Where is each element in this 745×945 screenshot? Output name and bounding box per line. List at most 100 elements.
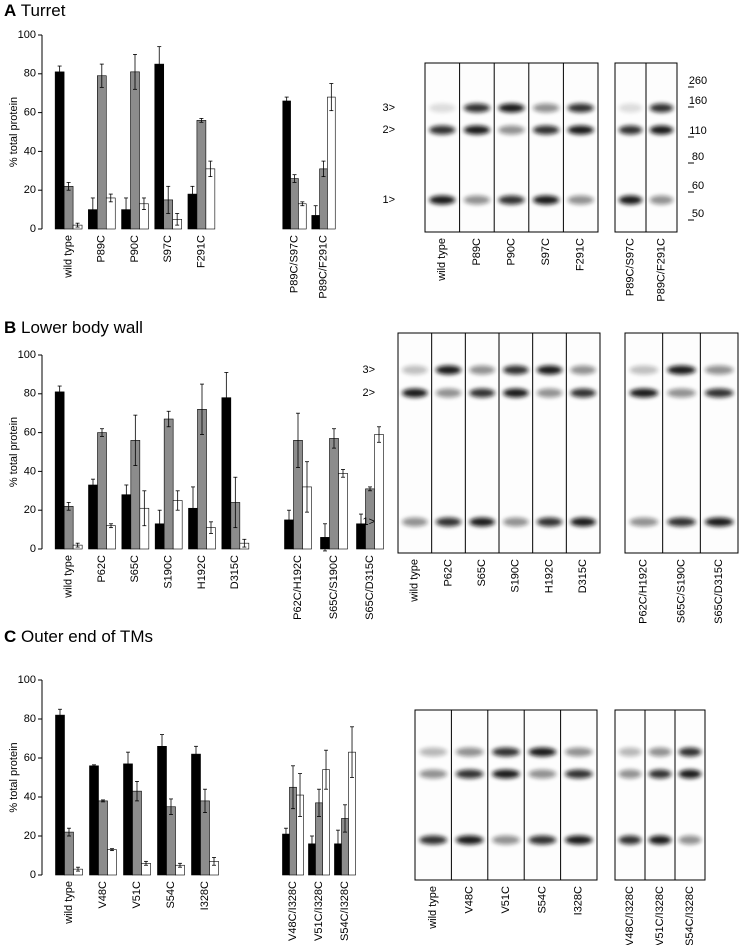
panel-title: C Outer end of TMs: [4, 627, 153, 646]
bar: [163, 418, 174, 550]
error-bar: [292, 174, 297, 183]
error-bar: [209, 521, 213, 534]
lane-label: V51C/I328C: [654, 886, 666, 945]
lane-label: S65C: [476, 559, 488, 587]
bar: [107, 849, 117, 876]
blot-band: [704, 517, 734, 527]
blot-band: [629, 388, 659, 398]
blot-band: [528, 747, 557, 757]
blot-band: [678, 769, 702, 779]
lane-label: V51C: [500, 886, 512, 914]
error-bar: [335, 829, 340, 858]
blot-box: [614, 709, 706, 881]
bar: [64, 831, 74, 876]
bar: [298, 203, 307, 230]
x-tick-label: wild type: [63, 235, 75, 279]
bar: [123, 763, 133, 876]
error-bar: [291, 765, 295, 810]
error-bar: [300, 201, 305, 207]
bar: [63, 506, 74, 550]
error-bar: [199, 118, 204, 123]
bar: [374, 434, 384, 550]
blot-band: [648, 835, 672, 845]
error-bar: [66, 182, 71, 191]
lane-label: D315C: [577, 559, 589, 593]
y-tick-label: 80: [24, 388, 36, 400]
blot-band: [618, 835, 642, 845]
y-tick-label: 0: [30, 543, 36, 555]
panel-title: B Lower body wall: [4, 318, 143, 337]
blot-band: [463, 103, 491, 113]
blot-band: [618, 125, 643, 135]
error-bar: [233, 476, 238, 529]
blot-band: [435, 365, 462, 375]
bar: [63, 186, 74, 230]
blot-band: [618, 195, 643, 205]
blot-band: [567, 125, 594, 135]
blot-band: [678, 747, 702, 757]
y-tick-label: 80: [24, 68, 36, 80]
marker-label: 60: [692, 180, 704, 192]
blot-band: [429, 125, 456, 135]
bar: [97, 75, 107, 230]
y-tick-label: 40: [24, 791, 36, 803]
bar: [54, 71, 65, 230]
error-bar: [175, 490, 180, 511]
error-bar: [100, 428, 104, 437]
blot-band: [455, 835, 484, 845]
blot-band: [503, 517, 529, 527]
blot-band: [564, 769, 593, 779]
error-bar: [309, 835, 314, 852]
error-bar: [305, 461, 309, 513]
error-bar: [124, 484, 129, 505]
blot-band: [564, 835, 593, 845]
x-tick-label: S65C/D315C: [364, 555, 376, 620]
blot-band: [463, 195, 491, 205]
error-bar: [359, 513, 363, 534]
lane-label: S190C: [510, 559, 522, 593]
blot-band: [419, 769, 448, 779]
x-tick-label: P89C: [96, 235, 108, 263]
blot-band: [667, 388, 696, 398]
x-tick-label: S65C: [129, 555, 141, 583]
error-bar: [350, 726, 355, 778]
error-bar: [157, 509, 162, 538]
y-tick-label: 0: [30, 869, 36, 881]
blot-box: [424, 62, 599, 233]
error-bar: [157, 46, 162, 82]
error-bar: [287, 509, 291, 530]
error-bar: [126, 751, 130, 776]
blot-band: [570, 517, 596, 527]
x-tick-label: wild type: [63, 555, 75, 599]
band-label: 3>: [362, 364, 375, 376]
blot-band: [498, 195, 525, 205]
error-bar: [284, 96, 289, 106]
x-tick-label: V51C/I328C: [313, 881, 325, 941]
blot-band: [629, 365, 659, 375]
band-label: 2>: [362, 387, 375, 399]
x-tick-label: S65C/S190C: [328, 555, 340, 619]
bar: [329, 438, 339, 550]
error-bar: [194, 745, 198, 763]
blot-band: [503, 365, 529, 375]
y-tick-label: 80: [24, 713, 36, 725]
lane-label: P89C: [471, 238, 483, 266]
y-tick-label: 60: [24, 427, 36, 439]
blot-band: [528, 769, 557, 779]
marker-label: 110: [689, 125, 707, 137]
y-tick-label: 40: [24, 145, 36, 157]
band-label: 1>: [382, 194, 395, 206]
bar: [282, 100, 291, 230]
blot-band: [429, 195, 456, 205]
y-tick-label: 100: [18, 349, 36, 361]
error-bar: [124, 197, 129, 222]
blot-band: [648, 747, 672, 757]
y-axis-label: % total protein: [8, 742, 20, 812]
lane-label: S65C/D315C: [713, 559, 725, 624]
panel-title-text: Outer end of TMs: [21, 627, 153, 646]
blot-band: [629, 517, 659, 527]
y-tick-label: 100: [18, 29, 36, 41]
blot-band: [649, 103, 674, 113]
error-bar: [242, 538, 247, 548]
